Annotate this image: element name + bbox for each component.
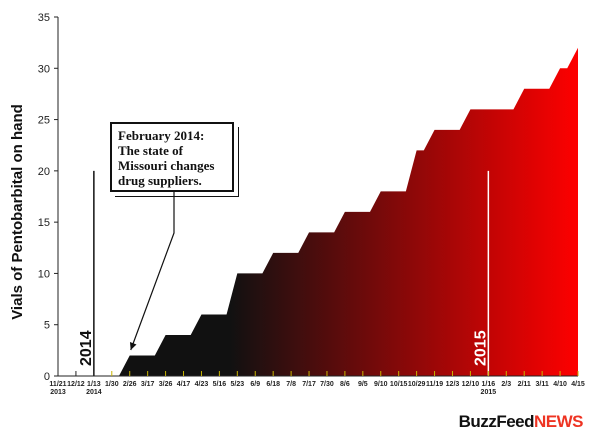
year-marker-label: 2014	[78, 330, 95, 366]
x-tick-label: 10/15	[390, 381, 408, 388]
x-tick-label: 7/8	[286, 381, 296, 388]
x-tick-label: 2/26	[123, 381, 137, 388]
x-tick-label: 3/26	[159, 381, 173, 388]
x-tick-year: 2013	[50, 389, 66, 396]
x-tick-label: 4/23	[195, 381, 209, 388]
x-tick-label: 5/23	[230, 381, 244, 388]
x-tick-label: 4/10	[553, 381, 567, 388]
x-tick-label: 8/6	[340, 381, 350, 388]
x-tick-label: 3/17	[141, 381, 155, 388]
x-tick-label: 12/12	[67, 381, 85, 388]
buzzfeed-news-logo: BuzzFeedNEWS	[458, 412, 584, 432]
x-tick-label: 6/18	[266, 381, 280, 388]
logo-buzzfeed: BuzzFeed	[458, 412, 535, 431]
y-tick-label: 10	[38, 268, 50, 280]
x-tick-label: 2/3	[501, 381, 511, 388]
year-marker-label: 2015	[472, 330, 489, 366]
x-tick-label: 7/17	[302, 381, 316, 388]
y-tick-label: 5	[44, 320, 50, 332]
annotation-arrow	[130, 192, 175, 351]
marker-layer: 2014 2015	[78, 170, 489, 376]
x-tick-label: 12/3	[446, 381, 460, 388]
y-tick-label: 35	[38, 12, 50, 24]
y-tick-label: 25	[38, 115, 50, 127]
annotation-line: February 2014:	[118, 128, 205, 143]
x-tick-label: 9/10	[374, 381, 388, 388]
y-tick-label: 20	[38, 166, 50, 178]
x-tick-label: 12/10	[462, 381, 480, 388]
x-tick-label: 2/11	[518, 381, 531, 388]
annotation-line: Missouri changes	[118, 158, 215, 173]
x-tick-label: 1/16	[482, 381, 496, 388]
y-tick-label: 0	[44, 371, 50, 383]
x-tick-label: 9/5	[358, 381, 368, 388]
x-tick-label: 10/29	[408, 381, 426, 388]
x-tick-label: 3/11	[536, 381, 549, 388]
x-tick-year: 2014	[86, 389, 102, 396]
area-layer	[111, 47, 579, 377]
x-tick-label: 1/30	[105, 381, 119, 388]
y-axis-label: Vials of Pentobarbital on hand	[9, 104, 26, 320]
area-series	[111, 47, 579, 377]
annotation-line: The state of	[118, 143, 183, 158]
x-tick-label: 7/30	[320, 381, 334, 388]
annotation-arrowhead	[129, 342, 137, 350]
logo-news: NEWS	[534, 412, 584, 431]
y-tick-label: 15	[38, 217, 50, 229]
x-tick-label: 6/9	[250, 381, 260, 388]
x-tick-label: 11/21	[49, 381, 66, 388]
x-tick-label: 5/16	[213, 381, 227, 388]
x-tick-label: 4/15	[571, 381, 585, 388]
annotation-box: February 2014: The state of Missouri cha…	[110, 122, 239, 197]
x-tick-label: 4/17	[177, 381, 191, 388]
x-tick-label: 1/13	[87, 381, 101, 388]
x-tick-label: 11/19	[426, 381, 443, 388]
y-tick-label: 30	[38, 63, 50, 75]
annotation-line: drug suppliers.	[118, 173, 202, 188]
x-tick-year: 2015	[481, 389, 497, 396]
